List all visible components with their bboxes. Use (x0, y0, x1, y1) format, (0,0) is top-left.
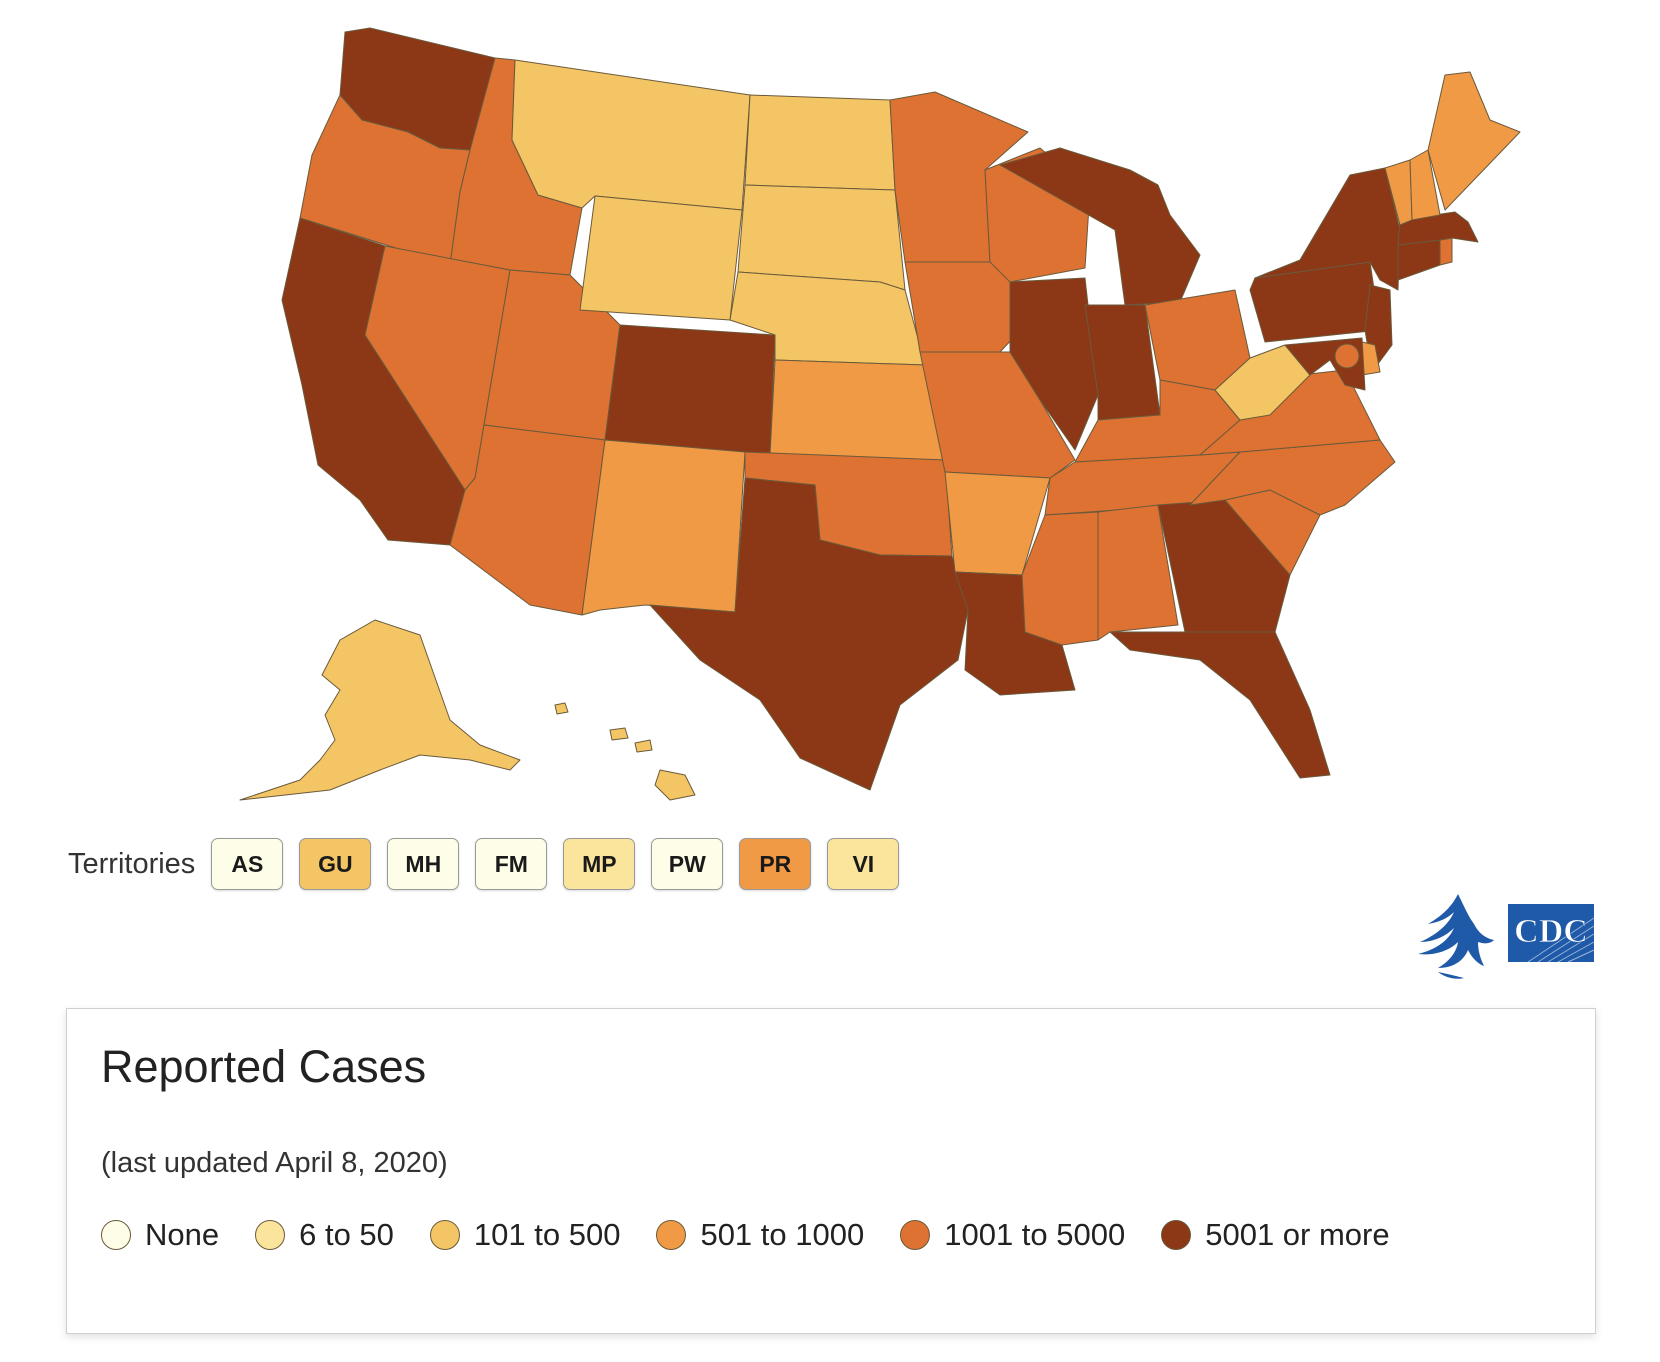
state-RI[interactable] (1439, 237, 1453, 266)
legend-swatch (101, 1220, 131, 1250)
territory-FM[interactable]: FM (475, 838, 548, 890)
legend-swatch (900, 1220, 931, 1250)
legend-swatch (1161, 1220, 1192, 1250)
territory-MP[interactable]: MP (563, 838, 636, 890)
state-MT[interactable] (511, 59, 751, 211)
state-NH[interactable] (1409, 149, 1441, 221)
legend-label: 6 to 50 (299, 1217, 394, 1252)
cdc-logo: CDC (1508, 904, 1595, 963)
legend-swatch (429, 1220, 460, 1250)
territories-row: Territories AS GU MH FM MP PW PR VI (68, 836, 915, 892)
legend-card: Reported Cases (last updated April 8, 20… (66, 1008, 1596, 1334)
legend-label: None (145, 1217, 220, 1252)
state-ND[interactable] (744, 94, 896, 191)
state-MI[interactable] (999, 147, 1201, 306)
territory-GU[interactable]: GU (299, 838, 372, 890)
legend-label: 1001 to 5000 (944, 1217, 1126, 1252)
state-MA[interactable] (1397, 211, 1479, 246)
territory-PR[interactable]: PR (739, 838, 812, 890)
state-CO[interactable] (604, 324, 776, 456)
state-FL[interactable] (1109, 631, 1331, 779)
territory-MH[interactable]: MH (387, 838, 460, 890)
territory-PW[interactable]: PW (651, 838, 724, 890)
legend-label: 5001 or more (1205, 1217, 1390, 1252)
state-AL[interactable] (1097, 504, 1179, 641)
state-IL[interactable] (1009, 277, 1099, 451)
state-WY[interactable] (579, 195, 743, 321)
svg-text:CDC: CDC (1514, 913, 1588, 950)
logos: CDC (1398, 888, 1598, 984)
territory-AS[interactable]: AS (211, 838, 284, 890)
legend-label: 101 to 500 (473, 1217, 621, 1252)
legend-swatch (255, 1220, 286, 1250)
state-AK[interactable] (239, 619, 521, 801)
state-KS[interactable] (769, 359, 946, 461)
hhs-eagle-logo (1418, 894, 1494, 979)
legend-updated-date: (last updated April 8, 2020) (101, 1147, 448, 1179)
legend-item-5001-or-more: 5001 or more (1161, 1217, 1390, 1253)
legend-swatch (656, 1220, 687, 1250)
us-map-svg (239, 27, 1521, 801)
state-HI[interactable] (554, 702, 696, 801)
legend-item-1001-to-5000: 1001 to 5000 (900, 1217, 1125, 1253)
legend-title: Reported Cases (101, 1041, 427, 1092)
legend-item-6-to-50: 6 to 50 (255, 1217, 394, 1253)
territories-label: Territories (68, 847, 196, 880)
legend-label: 501 to 1000 (700, 1217, 865, 1252)
territory-VI[interactable]: VI (827, 838, 900, 890)
state-CT[interactable] (1397, 239, 1441, 281)
state-DC[interactable] (1334, 343, 1360, 369)
state-ME[interactable] (1427, 71, 1521, 211)
us-map (239, 27, 1521, 801)
state-TX[interactable] (649, 477, 969, 791)
legend-item-501-to-1000: 501 to 1000 (656, 1217, 864, 1253)
legend-items: None 6 to 50 101 to 500 501 to 1000 1001… (101, 1217, 1426, 1253)
state-NM[interactable] (581, 439, 746, 616)
legend-item-none: None (101, 1217, 219, 1253)
legend-item-101-to-500: 101 to 500 (429, 1217, 621, 1253)
